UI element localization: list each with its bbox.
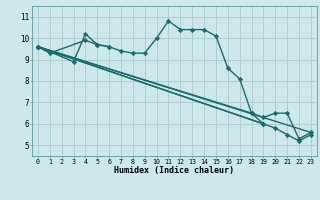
X-axis label: Humidex (Indice chaleur): Humidex (Indice chaleur) — [115, 166, 234, 175]
